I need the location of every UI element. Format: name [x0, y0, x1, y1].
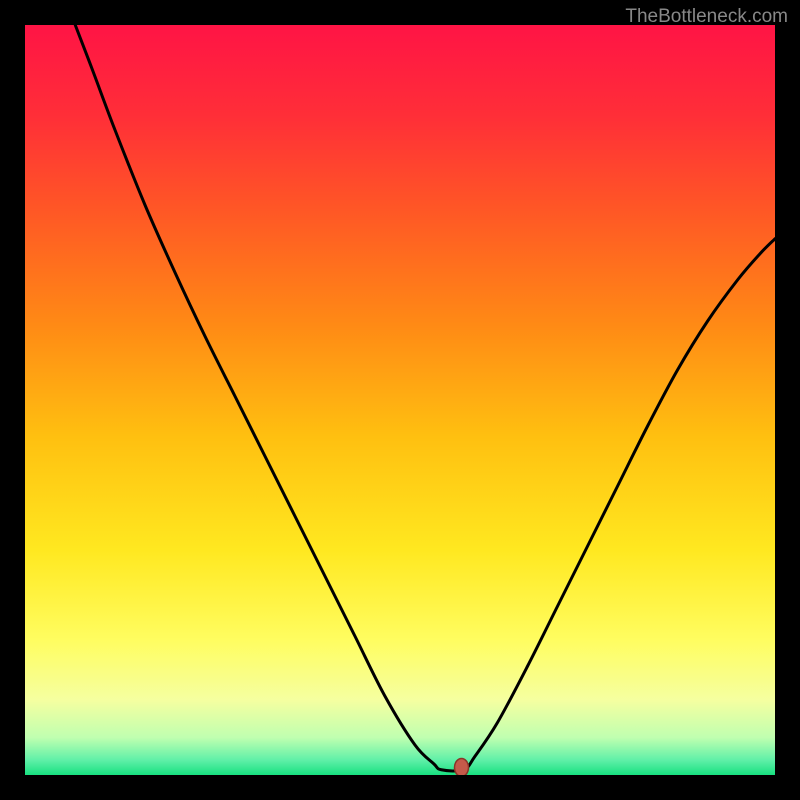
watermark-text: TheBottleneck.com	[625, 6, 788, 28]
chart-background-gradient	[25, 25, 775, 775]
chart-frame	[25, 25, 775, 775]
